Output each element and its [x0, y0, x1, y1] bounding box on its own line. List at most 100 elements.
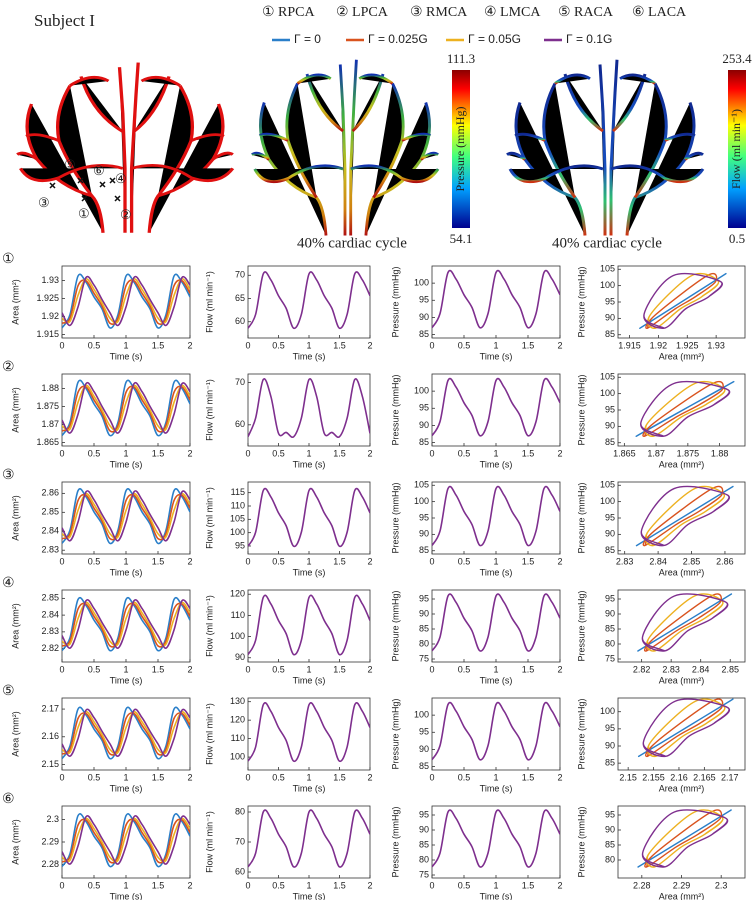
y-tick-label: 1.925	[36, 293, 59, 303]
plot-lines	[432, 593, 560, 652]
y-tick-label: 90	[605, 608, 615, 618]
y-tick-label: 100	[414, 386, 429, 396]
series-line	[432, 593, 560, 652]
y-axis-label: Area (mm²)	[10, 495, 20, 541]
y-axis-label: Flow (ml min⁻¹)	[204, 811, 214, 873]
y-tick-label: 2.83	[41, 626, 59, 636]
plot-lines	[432, 269, 560, 329]
y-tick-label: 90	[419, 608, 429, 618]
series-line	[248, 702, 370, 763]
loop-line	[644, 380, 726, 437]
series-line	[62, 275, 190, 327]
y-tick-label: 2.85	[41, 593, 59, 603]
y-tick-label: 1.93	[41, 275, 59, 285]
x-tick-label: 0.5	[272, 664, 285, 674]
x-tick-label: 0.5	[88, 340, 101, 350]
y-tick-label: 105	[230, 514, 245, 524]
loop-line	[647, 698, 726, 758]
panel: 100 110 120 130 0 0.5 1 1.5 2 Time (s) Flow (ml mi…	[204, 696, 372, 793]
y-axis-label: Pressure (mmHg)	[390, 806, 400, 877]
y-tick-label: 1.875	[36, 401, 59, 411]
colorbar-min: 54.1	[450, 231, 473, 246]
loop-line	[637, 809, 732, 868]
y-tick-label: 1.92	[41, 311, 59, 321]
plot-lines	[432, 377, 560, 437]
y-tick-label: 1.88	[41, 383, 59, 393]
x-tick-label: 1.5	[152, 556, 165, 566]
x-tick-label: 0.5	[458, 556, 471, 566]
y-axis-label: Flow (ml min⁻¹)	[204, 595, 214, 657]
y-tick-label: 120	[230, 589, 245, 599]
series-line	[62, 813, 190, 868]
y-tick-label: 95	[605, 404, 615, 414]
y-tick-label: 95	[419, 512, 429, 522]
x-tick-label: 1.5	[522, 448, 535, 458]
flow-colorbar	[728, 70, 746, 228]
x-axis-label: Time (s)	[110, 459, 143, 469]
y-tick-label: 95	[419, 403, 429, 413]
y-axis-label: Flow (ml min⁻¹)	[204, 271, 214, 333]
x-tick-label: 1	[493, 556, 498, 566]
series-line	[248, 809, 370, 868]
x-tick-label: 0	[245, 880, 250, 890]
x-tick-label: 2	[557, 664, 562, 674]
x-tick-label: 0.5	[458, 664, 471, 674]
x-tick-label: 1.5	[522, 880, 535, 890]
y-tick-label: 80	[419, 638, 429, 648]
x-axis-label: Area (mm²)	[659, 351, 705, 361]
y-axis-label: Pressure (mmHg)	[576, 806, 586, 877]
panel: 1.915 1.92 1.925 1.93 0 0.5 1 1.5 2 Time (s) Area …	[10, 265, 193, 361]
panel: 85 90 95 100 2.15 2.155 2.16 2.165 2.17 Area (mm²…	[576, 697, 746, 793]
x-tick-label: 1	[306, 880, 311, 890]
y-tick-label: 105	[600, 480, 615, 490]
y-tick-label: 90	[419, 824, 429, 834]
y-tick-label: 85	[605, 437, 615, 447]
plot-lines	[635, 485, 734, 547]
x-tick-label: 2	[187, 340, 192, 350]
x-tick-label: 2	[187, 880, 192, 890]
y-axis-label: Pressure (mmHg)	[390, 482, 400, 553]
vessel-legend-item: ② LPCA	[336, 5, 389, 20]
series-line	[62, 490, 190, 542]
y-tick-label: 2.16	[41, 731, 59, 741]
panel: 95 100 105 110 115 0 0.5 1 1.5 2 Time (s) Flow (ml …	[204, 481, 373, 577]
x-tick-label: 2.85	[683, 556, 701, 566]
plot-lines	[62, 596, 190, 652]
y-tick-label: 95	[605, 809, 615, 819]
x-tick-label: 1.5	[152, 664, 165, 674]
y-tick-label: 1.865	[36, 437, 59, 447]
y-tick-label: 2.17	[41, 703, 59, 713]
x-tick-label: 0.5	[458, 340, 471, 350]
y-tick-label: 90	[419, 312, 429, 322]
y-tick-label: 70	[235, 836, 245, 846]
x-tick-label: 1.5	[333, 772, 346, 782]
x-tick-label: 2	[187, 664, 192, 674]
panel: 85 90 95 100 0 0.5 1 1.5 2 Time (s) Pressure (mmHg…	[390, 265, 563, 361]
y-tick-label: 2.3	[46, 814, 59, 824]
x-tick-label: 0	[245, 448, 250, 458]
plot-frame	[431, 805, 561, 879]
x-tick-label: 1	[123, 556, 128, 566]
loop-line	[640, 380, 731, 437]
vessel-marker: ①	[78, 206, 90, 221]
x-axis-label: Time (s)	[110, 675, 143, 685]
y-tick-label: 90	[419, 744, 429, 754]
vessel-legend-item: ③ RMCA	[410, 5, 468, 20]
series-line	[62, 273, 190, 329]
loop-line	[642, 698, 730, 758]
y-tick-label: 75	[419, 869, 429, 879]
panel: 60 70 0 0.5 1 1.5 2 Time (s) Flow (ml min⁻¹)	[204, 373, 373, 469]
loop-line	[644, 809, 723, 868]
x-tick-label: 1	[306, 556, 311, 566]
series-line	[248, 594, 370, 656]
y-axis-label: Pressure (mmHg)	[576, 482, 586, 553]
plot-frame	[247, 697, 371, 771]
x-tick-label: 1	[493, 880, 498, 890]
y-tick-label: 60	[235, 316, 245, 326]
x-tick-label: 1.925	[676, 340, 699, 350]
y-tick-label: 70	[235, 270, 245, 280]
x-tick-label: 0	[59, 448, 64, 458]
y-tick-label: 2.85	[41, 507, 59, 517]
loop-line	[644, 593, 722, 652]
x-tick-label: 0	[429, 448, 434, 458]
